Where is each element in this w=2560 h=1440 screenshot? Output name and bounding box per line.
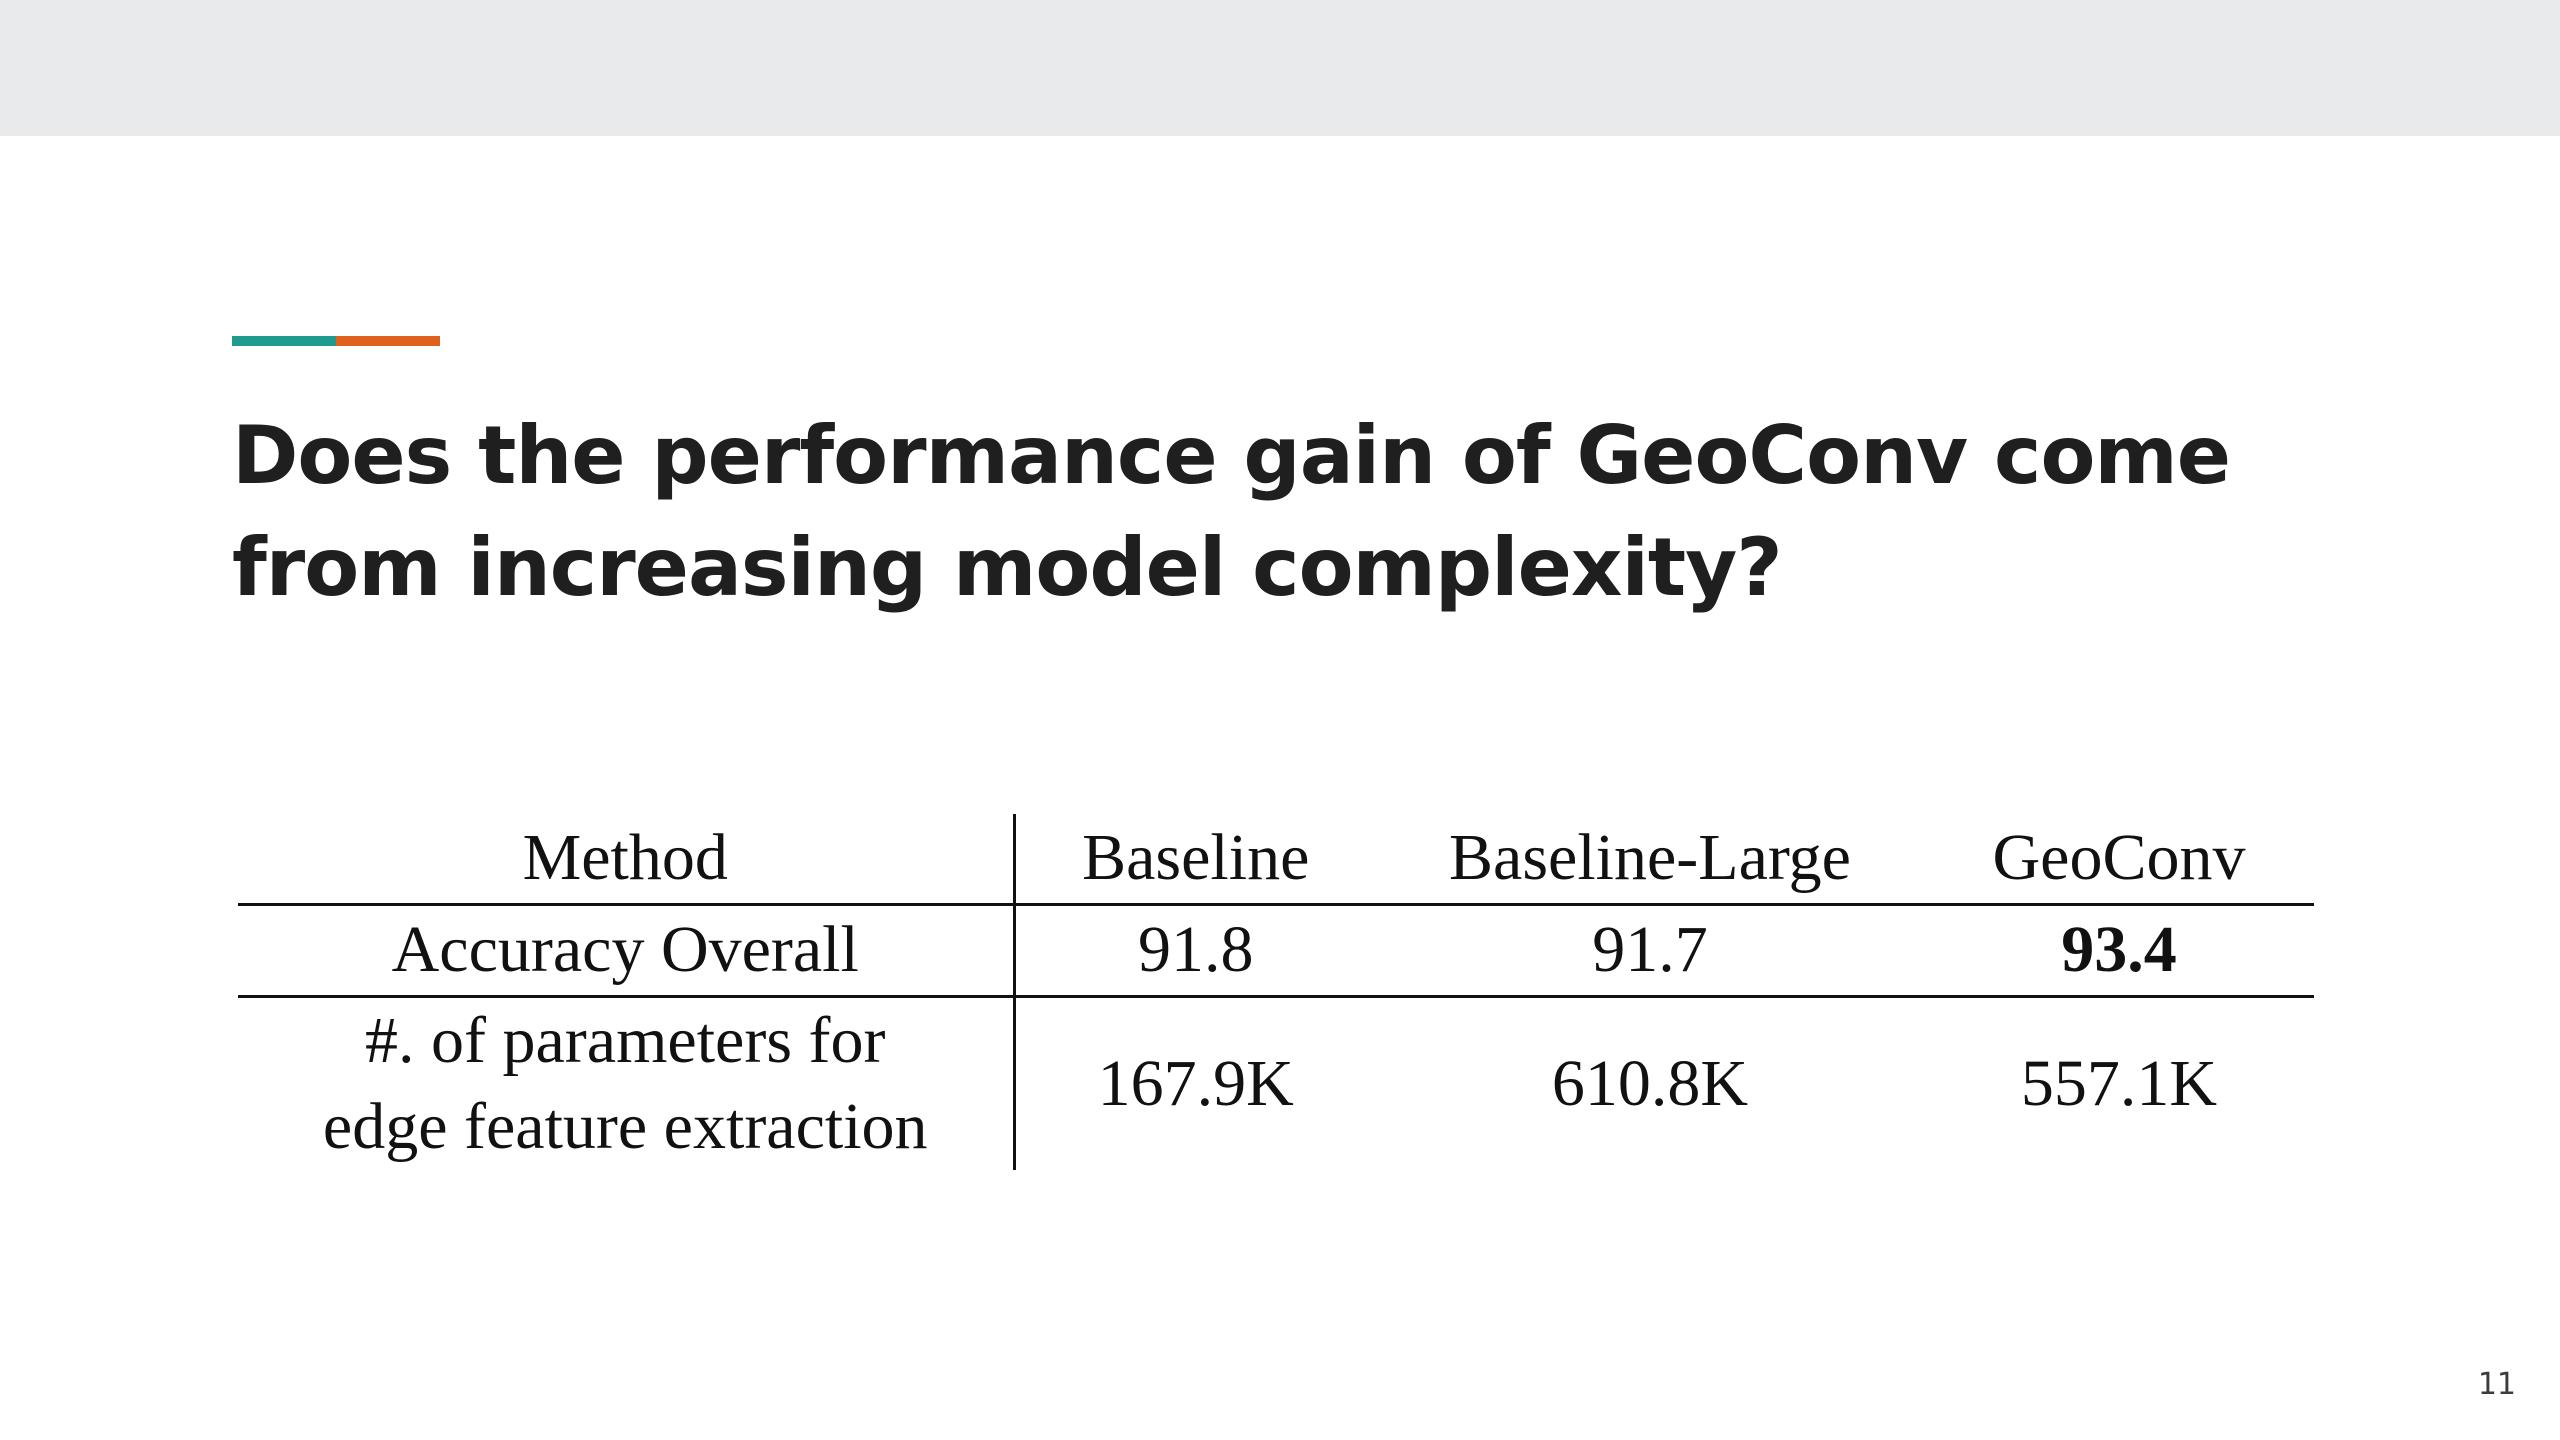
cell-params-geoconv: 557.1K	[2020, 1046, 2218, 1120]
header-baseline-large: Baseline-Large	[1376, 814, 1924, 906]
header-baseline: Baseline	[1014, 814, 1376, 906]
cell-params-baseline-large: 610.8K	[1551, 1046, 1749, 1120]
slide-title: Does the performance gain of GeoConv com…	[232, 400, 2332, 624]
slide-title-line-2: from increasing model complexity?	[232, 521, 1783, 614]
accent-orange-segment	[336, 336, 440, 346]
cell-accuracy-geoconv: 93.4	[1924, 904, 2314, 998]
row-label-parameters: #. of parameters for edge feature extrac…	[238, 996, 1016, 1170]
cell-accuracy-baseline-large: 91.7	[1376, 904, 1924, 998]
row-label-parameters-line-1: #. of parameters for	[365, 1003, 886, 1077]
slide-top-bar	[0, 0, 2560, 136]
title-accent-line	[232, 336, 440, 346]
header-method: Method	[238, 814, 1016, 906]
slide-title-line-1: Does the performance gain of GeoConv com…	[232, 409, 2231, 502]
table-row-parameters: #. of parameters for edge feature extrac…	[238, 996, 2314, 1170]
cell-accuracy-baseline: 91.8	[1014, 904, 1376, 998]
header-geoconv: GeoConv	[1924, 814, 2314, 906]
accent-teal-segment	[232, 336, 336, 346]
results-table: Method Baseline Baseline-Large GeoConv A…	[238, 814, 2314, 1170]
table-header-row: Method Baseline Baseline-Large GeoConv	[238, 814, 2314, 906]
row-label-parameters-line-2: edge feature extraction	[322, 1089, 928, 1163]
slide-canvas: Does the performance gain of GeoConv com…	[0, 136, 2560, 1440]
page-number: 11	[2477, 1367, 2516, 1402]
row-label-accuracy: Accuracy Overall	[238, 904, 1016, 998]
cell-params-baseline: 167.9K	[1097, 1046, 1294, 1120]
table-row-accuracy: Accuracy Overall 91.8 91.7 93.4	[238, 904, 2314, 998]
